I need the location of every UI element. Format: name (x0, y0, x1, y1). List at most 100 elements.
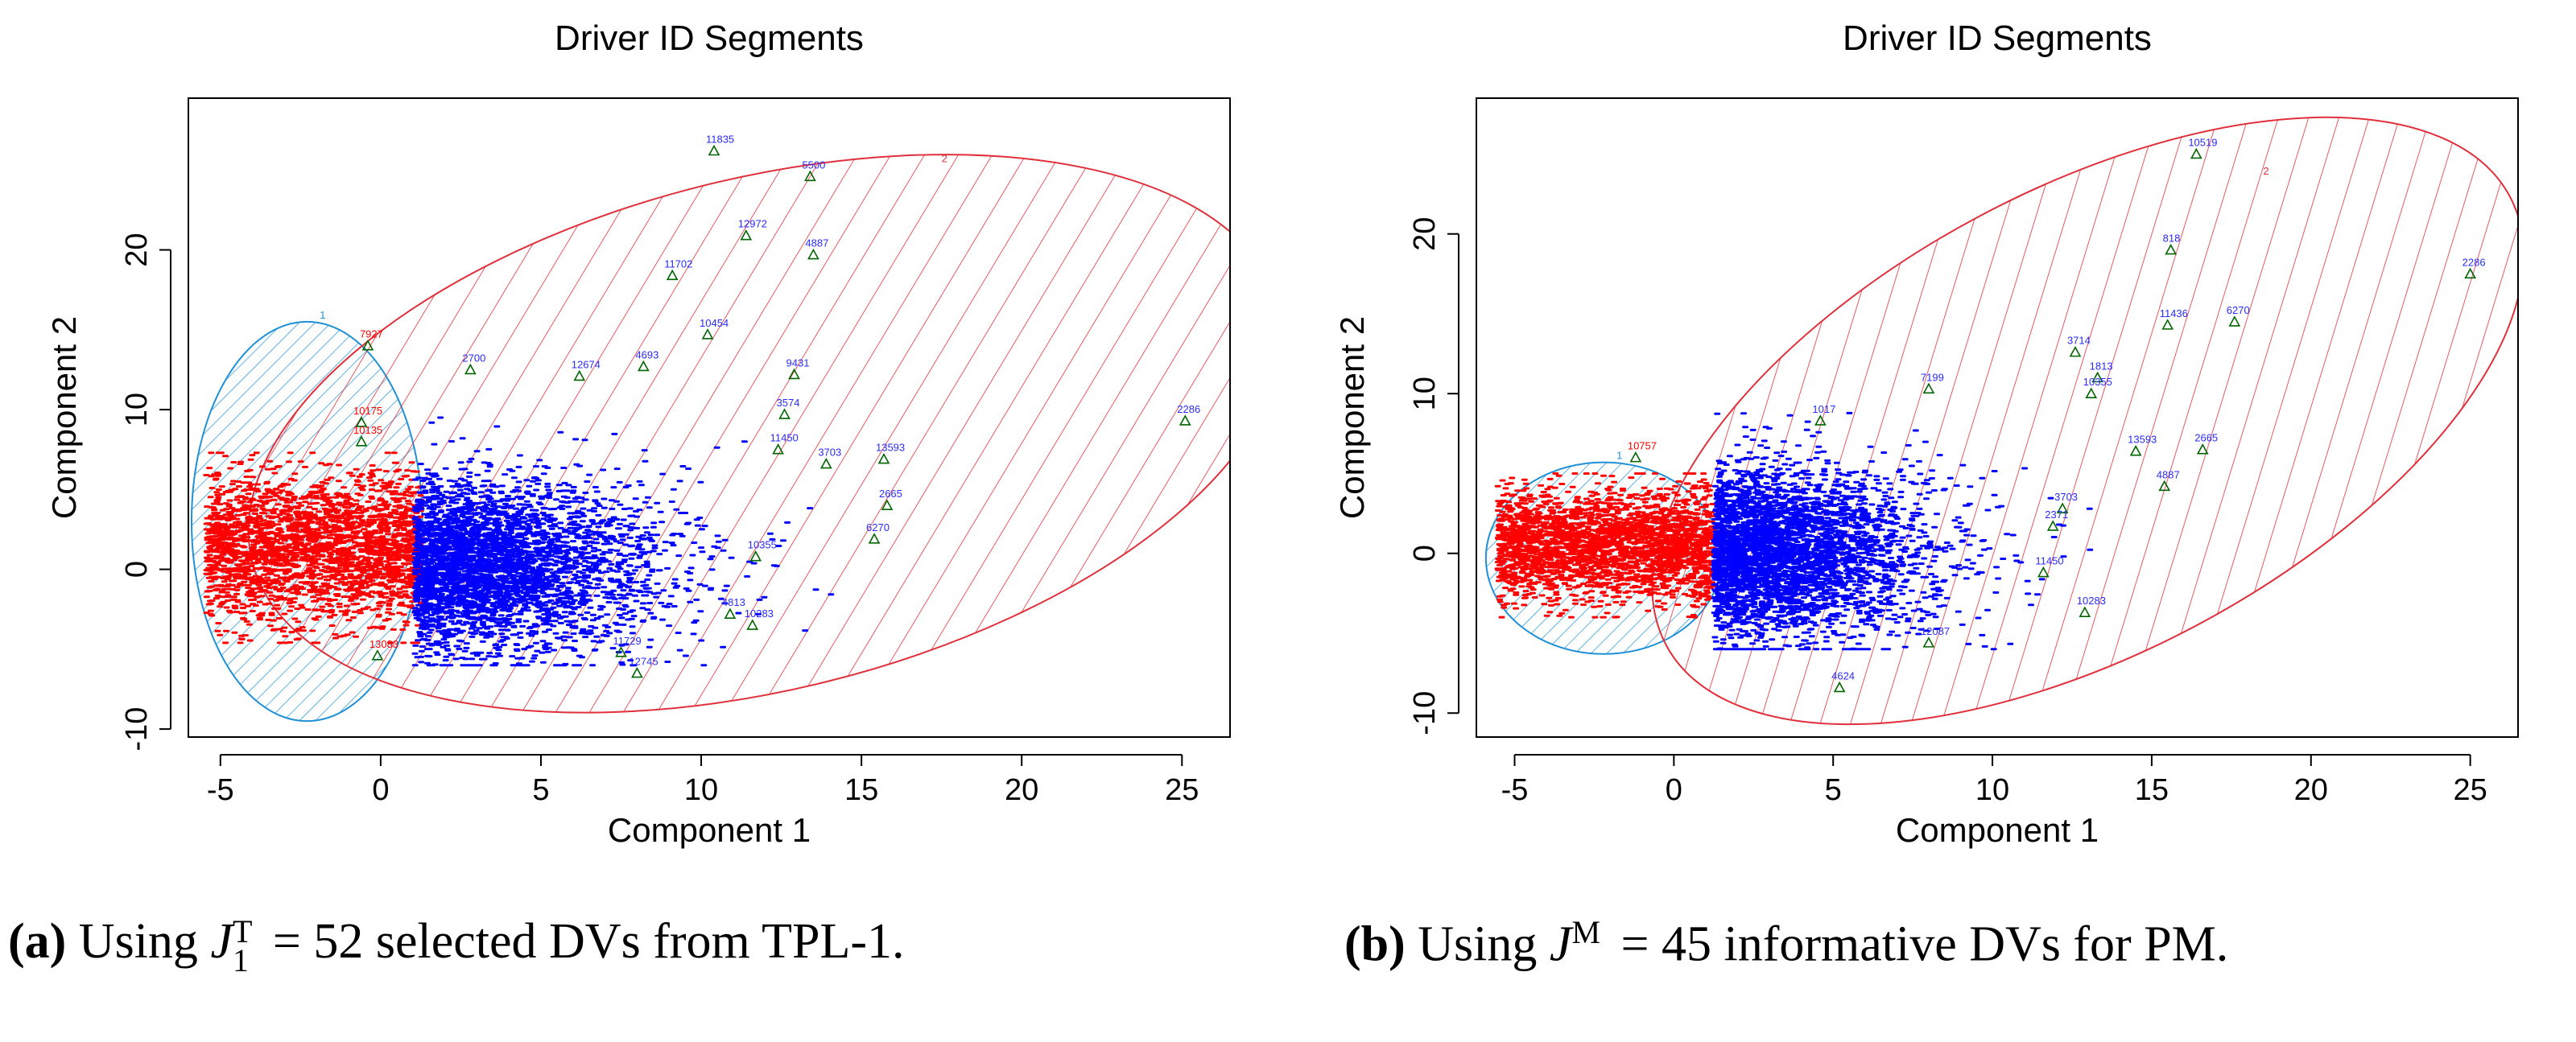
labeled-point-4813-a: 4813 (722, 596, 745, 619)
labeled-point-6270-a: 6270 (866, 521, 890, 544)
x-tick-label--5-b: -5 (1501, 773, 1529, 807)
cluster-2-points-a (411, 416, 835, 667)
x-tick-label-25-a: 25 (1165, 773, 1199, 807)
point-label-10519-b: 10519 (2188, 136, 2217, 148)
caption-b-symbol: J (1549, 916, 1572, 972)
labeled-point-10519-b: 10519 (2188, 136, 2217, 159)
point-label-13083-a: 13083 (369, 638, 398, 650)
plot-area-a: 1 2 11835 5500 12972 4887 11702 10454 7927 2700 12… (190, 134, 1230, 723)
labeled-point-2665-b: 2665 (2194, 432, 2218, 455)
caption-b-label: (b) (1344, 916, 1406, 972)
labeled-point-2286-a: 2286 (1177, 403, 1200, 426)
labeled-point-7927-a: 7927 (360, 328, 383, 351)
labeled-point-10355-b: 10355 (2083, 376, 2112, 399)
y-tick-label-0-b: 0 (1408, 545, 1442, 562)
point-label-11729-a: 11729 (613, 635, 642, 647)
caption-b-before: Using (1418, 916, 1538, 972)
y-tick-label-0-a: 0 (120, 561, 154, 578)
point-label-11835-a: 11835 (706, 134, 734, 146)
point-label-12972-a: 12972 (738, 218, 767, 230)
point-label-2371-b: 2371 (2045, 509, 2068, 521)
point-label-1813-b: 1813 (2090, 360, 2113, 372)
x-tick-label-20-b: 20 (2294, 773, 2328, 807)
x-axis-a: -5 0 5 10 15 20 25 (207, 754, 1199, 807)
x-tick-label-5-a: 5 (532, 773, 549, 807)
labeled-point-12972-a: 12972 (738, 218, 767, 241)
labeled-point-7199-b: 7199 (1921, 371, 1944, 394)
x-tick-label--5-a: -5 (207, 773, 234, 807)
labeled-point-818-b: 818 (2163, 233, 2180, 255)
point-label-10283-a: 10283 (745, 607, 774, 620)
labeled-point-11702-a: 11702 (664, 257, 692, 281)
point-label-4887-b: 4887 (2157, 468, 2180, 480)
point-label-10355-b: 10355 (2083, 376, 2112, 388)
labeled-point-13593-a: 13593 (876, 442, 905, 464)
labeled-point-12745-a: 12745 (629, 656, 658, 678)
point-label-10757-b: 10757 (1628, 440, 1657, 452)
caption-a-after: = 52 selected DVs from TPL-1. (272, 914, 905, 969)
labeled-point-2665-a: 2665 (879, 488, 902, 510)
point-label-4887-a: 4887 (805, 237, 828, 249)
chart-title-b: Driver ID Segments (1843, 19, 2152, 58)
labeled-point-12087-b: 12087 (1921, 625, 1950, 648)
cluster-2-points-b (1711, 411, 2094, 651)
point-label-10454-a: 10454 (700, 317, 729, 329)
point-label-7199-b: 7199 (1921, 371, 1944, 383)
y-tick-label-10-b: 10 (1408, 377, 1442, 410)
point-label-9431-a: 9431 (786, 356, 810, 369)
labeled-point-4887-a: 4887 (805, 237, 828, 260)
x-tick-label-20-a: 20 (1005, 773, 1038, 807)
x-axis-label-b: Component 1 (1896, 811, 2099, 849)
point-label-10175-a: 10175 (353, 405, 382, 417)
x-tick-label-25-b: 25 (2454, 773, 2487, 807)
labeled-point-5500-a: 5500 (802, 159, 825, 182)
labeled-point-10283-b: 10283 (2077, 595, 2106, 617)
labeled-point-13593-b: 13593 (2128, 434, 2157, 456)
caption-b-sup: M (1571, 914, 1601, 950)
labeled-point-3703-a: 3703 (818, 447, 841, 469)
y-tick-label--10-b: -10 (1408, 691, 1442, 735)
labeled-point-3703-b: 3703 (2054, 491, 2078, 513)
point-label-13593-a: 13593 (876, 442, 905, 454)
point-label-10135-a: 10135 (353, 424, 382, 436)
point-label-11702-a: 11702 (664, 257, 692, 270)
point-label-6270-a: 6270 (866, 521, 890, 533)
x-tick-label-15-b: 15 (2135, 773, 2169, 807)
y-tick-label-20-a: 20 (120, 233, 154, 266)
cluster-label-2-a: 2 (942, 152, 947, 164)
x-tick-label-0-b: 0 (1666, 773, 1682, 807)
cluster-label-1-a: 1 (320, 309, 325, 321)
point-label-5500-a: 5500 (802, 159, 825, 171)
cluster-1-points-b (1494, 472, 1718, 619)
point-label-4624-b: 4624 (1831, 669, 1855, 682)
cluster-2-ellipse-b (1651, 116, 2518, 726)
y-axis-label-a: Component 2 (45, 316, 83, 519)
cluster-label-1-b: 1 (1616, 450, 1622, 462)
x-tick-label-15-a: 15 (844, 773, 878, 807)
labeled-point-10454-a: 10454 (700, 317, 729, 340)
labeled-point-10283-a: 10283 (745, 607, 774, 630)
x-tick-label-10-b: 10 (1975, 773, 2009, 807)
labeled-point-9431-a: 9431 (786, 356, 810, 380)
point-label-6270-b: 6270 (2227, 304, 2250, 316)
point-label-2665-a: 2665 (879, 488, 902, 500)
point-label-2700-a: 2700 (462, 352, 485, 364)
y-axis-label-b: Component 2 (1333, 316, 1371, 519)
labeled-point-10355-a: 10355 (748, 539, 777, 562)
panel-b: Driver ID Segments 1 2 10519 818 2286 11436 627… (1288, 0, 2576, 1042)
caption-a-sub: 1 (232, 941, 249, 978)
point-label-4813-a: 4813 (722, 596, 745, 608)
chart-title-a: Driver ID Segments (555, 19, 864, 58)
x-tick-label-0-a: 0 (372, 773, 389, 807)
caption-b: (b) Using JM = 45 informative DVs for PM… (1344, 913, 2228, 974)
cluster-label-2-b: 2 (2263, 165, 2268, 177)
labeled-point-2371-b: 2371 (2045, 509, 2068, 531)
point-label-11450-b: 11450 (2035, 555, 2063, 567)
point-label-4693-a: 4693 (635, 348, 658, 360)
labeled-point-2700-a: 2700 (462, 352, 485, 375)
plot-frame-b (1476, 97, 2519, 738)
labeled-point-3714-b: 3714 (2067, 335, 2091, 357)
point-label-3703-b: 3703 (2054, 491, 2078, 503)
point-label-11436-b: 11436 (2160, 307, 2188, 319)
